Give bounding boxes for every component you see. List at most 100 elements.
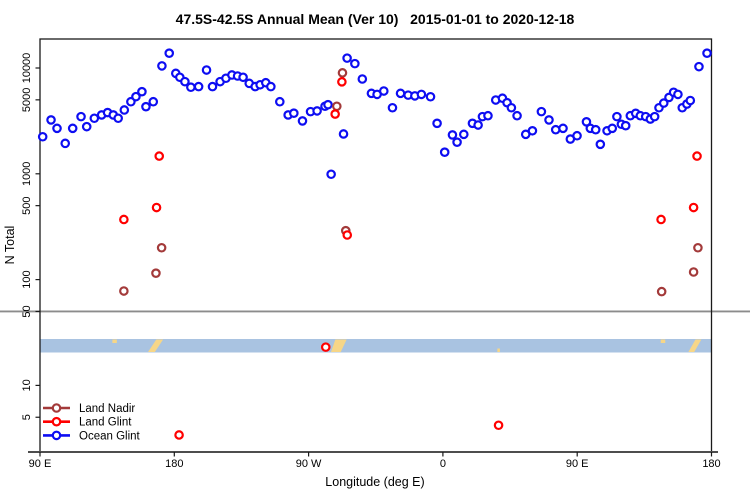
land-glint-point <box>337 77 347 87</box>
ocean-glint-point <box>326 169 336 180</box>
ocean-glint-point <box>473 120 483 130</box>
ocean-glint-point <box>425 91 436 102</box>
legend-marker <box>51 403 62 413</box>
legend-label: Ocean Glint <box>79 430 141 442</box>
land-glint-point <box>320 342 331 352</box>
land-glint-point <box>493 420 504 431</box>
ocean-glint-point <box>483 110 493 121</box>
ocean-glint-point <box>131 91 141 102</box>
ocean-glint-point <box>387 102 398 113</box>
land-nadir-point <box>151 268 161 278</box>
ocean-glint-point <box>439 147 450 158</box>
map-strip-land-patch <box>330 339 347 352</box>
ocean-glint-point <box>186 82 196 93</box>
ocean-glint-point <box>550 124 561 135</box>
ocean-glint-point <box>447 130 458 140</box>
ocean-glint-point <box>275 96 285 107</box>
y-tick-label: 500 <box>21 196 33 214</box>
x-tick-label: 90 E <box>29 458 52 470</box>
ocean-glint-point <box>193 81 204 92</box>
y-tick-label: 10000 <box>21 53 33 84</box>
x-tick-label: 90 E <box>566 458 589 470</box>
map-strip-land-patch <box>112 339 117 343</box>
x-axis: 90 E 180 90 W 0 90 E 180 <box>29 452 721 470</box>
ocean-glint-point <box>558 123 568 134</box>
ocean-glint-point <box>452 137 462 147</box>
y-tick-label: 5 <box>21 414 33 420</box>
map-strip-land-patch <box>148 339 164 352</box>
land-nadir-point <box>156 242 167 253</box>
land-glint-point <box>154 151 165 161</box>
ocean-glint-point <box>266 81 276 92</box>
map-strip-land-patch <box>688 339 702 352</box>
ocean-glint-point <box>607 123 618 134</box>
ocean-glint-point <box>694 61 704 72</box>
ocean-glint-point <box>89 113 100 124</box>
map-strip-ocean <box>40 339 712 353</box>
ocean-glint-point <box>141 101 151 112</box>
ocean-glint-point <box>113 113 123 124</box>
ocean-glint-point <box>81 121 92 132</box>
legend-label: Land Nadir <box>79 403 135 415</box>
land-glint-point <box>688 202 699 213</box>
plot-frame <box>28 38 718 453</box>
ocean-glint-point <box>342 53 352 63</box>
legend-label: Land Glint <box>79 417 132 429</box>
land-glint-point <box>342 230 353 240</box>
ocean-glint-point <box>612 111 622 122</box>
ocean-glint-point <box>572 130 582 141</box>
ocean-glint-point <box>506 102 517 113</box>
map-strip-land-patch <box>660 339 666 343</box>
y-axis: 10000 5000 1000 500 100 50 10 5 <box>21 53 40 420</box>
y-tick-label: 10 <box>21 379 33 391</box>
land-nadir-point <box>656 286 667 297</box>
ocean-glint-point <box>52 123 62 134</box>
ocean-glint-point <box>416 89 427 100</box>
ocean-glint-point <box>432 118 442 129</box>
ocean-glint-point <box>658 98 669 108</box>
legend-item: Land Nadir <box>43 403 135 415</box>
y-tick-label: 5000 <box>21 88 33 112</box>
ocean-glint-point <box>180 76 190 87</box>
map-strip <box>40 339 712 353</box>
data-points <box>37 48 712 440</box>
land-glint-point <box>119 214 129 225</box>
ocean-glint-point <box>207 81 218 92</box>
ocean-glint-point <box>67 123 78 134</box>
ocean-glint-point <box>164 48 175 59</box>
ocean-glint-point <box>312 106 322 116</box>
ocean-glint-point <box>685 95 696 106</box>
ocean-glint-point <box>595 139 606 150</box>
land-nadir-point <box>119 286 129 296</box>
land-glint-point <box>174 430 184 440</box>
chart-title: 47.5S-42.5S Annual Mean (Ver 10) 2015-01… <box>176 11 575 27</box>
ocean-glint-point <box>297 116 308 126</box>
ocean-glint-point <box>536 106 547 117</box>
x-tick-label: 180 <box>702 458 720 470</box>
land-glint-point <box>151 202 162 213</box>
ocean-glint-point <box>527 125 538 136</box>
ocean-glint-point <box>458 129 469 140</box>
land-nadir-point <box>693 242 703 253</box>
ocean-glint-point <box>37 131 48 142</box>
ocean-glint-point <box>357 74 368 84</box>
land-glint-point <box>330 109 340 119</box>
ocean-glint-point <box>702 48 712 59</box>
ocean-glint-point <box>649 111 660 122</box>
land-glint-point <box>656 214 666 225</box>
land-nadir-point <box>688 267 699 277</box>
ocean-glint-point <box>289 108 299 118</box>
x-axis-title: Longitude (deg E) <box>325 475 424 489</box>
ocean-glint-point <box>544 115 554 125</box>
land-nadir-point <box>337 68 348 78</box>
y-tick-label: 1000 <box>21 162 33 186</box>
map-strip-land-patch <box>497 348 500 352</box>
y-axis-title: N Total <box>3 226 17 265</box>
land-glint-point <box>692 151 702 161</box>
ocean-glint-point <box>137 86 147 97</box>
ocean-glint-point <box>673 89 683 100</box>
legend-item: Ocean Glint <box>43 430 141 442</box>
ocean-glint-point <box>119 105 130 115</box>
